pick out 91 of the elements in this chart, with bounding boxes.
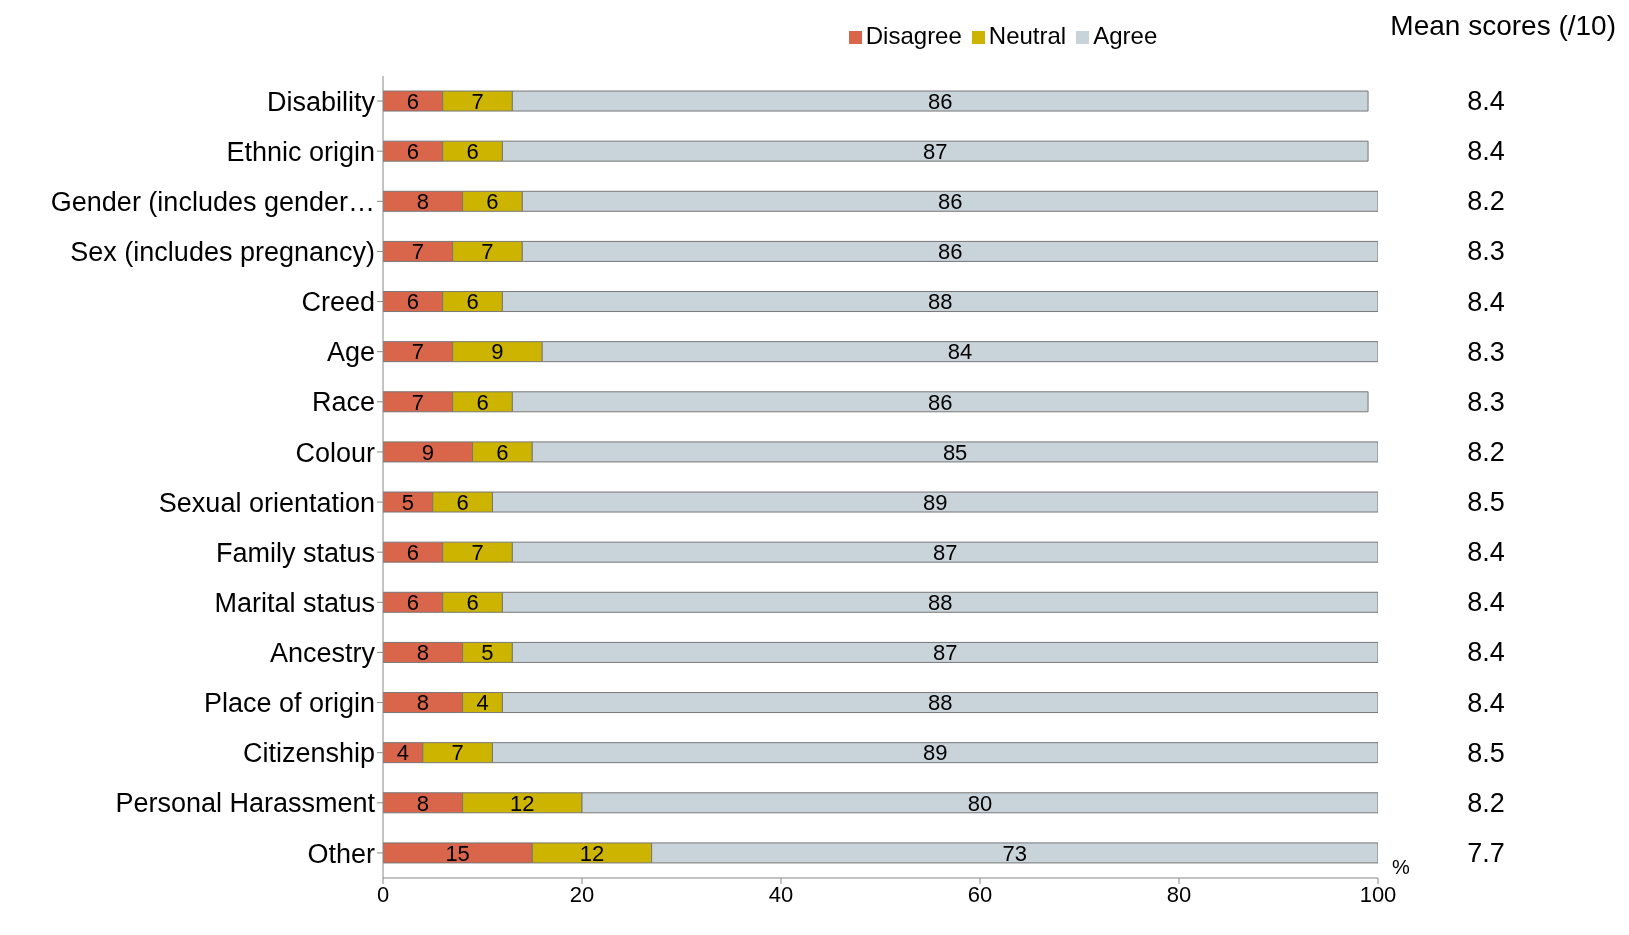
data-label: 9 (421, 439, 434, 465)
x-tick-label: 20 (569, 881, 595, 907)
y-tick-label: Citizenship (242, 738, 375, 769)
data-label: 6 (406, 539, 419, 565)
x-tick-label: 0 (376, 881, 390, 907)
data-label: 8 (416, 790, 429, 816)
data-label: 6 (466, 289, 479, 315)
y-tick-label: Creed (301, 287, 375, 318)
data-label: 6 (406, 590, 419, 616)
y-tick-label: Gender (includes gender… (50, 186, 375, 217)
text: 8.4 (1467, 286, 1505, 317)
text: 8.4 (1467, 537, 1505, 568)
data-label: 8 (416, 189, 429, 215)
data-label: 7 (481, 239, 494, 265)
data-label: 6 (486, 189, 499, 215)
data-label: 86 (937, 189, 963, 215)
data-label: 7 (451, 740, 464, 766)
data-label: 86 (927, 88, 953, 114)
data-label: 87 (922, 138, 948, 164)
text: 8.3 (1467, 386, 1505, 417)
data-label: 84 (947, 339, 973, 365)
y-tick-label: Ancestry (269, 638, 376, 669)
data-label: 73 (1002, 840, 1028, 866)
data-label: 88 (927, 590, 953, 616)
text: 8.2 (1467, 186, 1505, 217)
text: 8.4 (1467, 637, 1505, 668)
x-axis-title: % (1392, 856, 1410, 879)
data-label: 88 (927, 289, 953, 315)
text: 8.3 (1467, 336, 1505, 367)
text: 8.4 (1467, 86, 1505, 117)
data-label: 6 (496, 439, 509, 465)
data-label: 5 (401, 489, 414, 515)
data-label: 6 (466, 138, 479, 164)
data-label: 12 (579, 840, 605, 866)
text: 7.7 (1467, 837, 1505, 868)
data-label: 87 (932, 539, 958, 565)
text: 8.2 (1467, 787, 1505, 818)
y-tick-label: Place of origin (203, 688, 375, 719)
data-label: 80 (967, 790, 993, 816)
y-tick-label: Colour (295, 437, 375, 468)
legend-label: Disagree (865, 22, 962, 49)
data-label: 12 (510, 790, 535, 816)
text: 8.4 (1467, 587, 1505, 618)
y-tick-label: Race (311, 387, 375, 418)
y-tick-label: Ethnic origin (226, 136, 375, 167)
x-tick-label: 60 (967, 881, 993, 907)
data-label: 7 (411, 389, 424, 415)
text: Mean scores (/10) (1390, 10, 1616, 42)
y-tick-label: Personal Harassment (115, 788, 376, 819)
y-tick-label: Marital status (214, 587, 375, 618)
text: 8.3 (1467, 236, 1505, 267)
text: 8.5 (1467, 737, 1505, 768)
y-tick-label: Disability (266, 86, 376, 117)
data-label: 6 (456, 489, 469, 515)
x-tick-label: 100 (1359, 881, 1397, 907)
y-tick-label: Sex (includes pregnancy) (70, 237, 375, 268)
data-label: 15 (445, 840, 470, 866)
y-tick-label: Sexual orientation (158, 487, 375, 518)
data-label: 8 (416, 640, 429, 666)
data-label: 6 (406, 138, 419, 164)
data-label: 86 (927, 389, 953, 415)
data-label: 7 (471, 539, 484, 565)
data-label: 86 (937, 239, 963, 265)
legend-label: Neutral (988, 22, 1067, 49)
data-label: 89 (922, 489, 948, 515)
data-label: 7 (411, 339, 424, 365)
data-label: 6 (466, 590, 479, 616)
data-label: 87 (932, 640, 958, 666)
data-label: 6 (406, 289, 419, 315)
y-tick-label: Other (307, 838, 375, 869)
data-label: 89 (922, 740, 948, 766)
text: 8.4 (1467, 687, 1505, 718)
data-label: 88 (927, 690, 953, 716)
data-label: 5 (481, 640, 494, 666)
data-label: 85 (942, 439, 968, 465)
text: 8.4 (1467, 136, 1505, 167)
x-tick-label: 80 (1166, 881, 1192, 907)
data-label: 4 (396, 740, 410, 766)
data-label: 7 (411, 239, 424, 265)
text: 8.2 (1467, 436, 1505, 467)
data-label: 8 (416, 690, 429, 716)
y-tick-label: Family status (215, 537, 375, 568)
data-label: 4 (476, 690, 489, 716)
data-label: 6 (476, 389, 489, 415)
data-label: 6 (406, 88, 419, 114)
x-tick-label: 40 (768, 881, 794, 907)
legend-label: Agree (1093, 22, 1158, 49)
text: 8.5 (1467, 487, 1505, 518)
data-label: 7 (471, 88, 484, 114)
data-label: 9 (491, 339, 504, 365)
y-tick-label: Age (326, 337, 375, 368)
